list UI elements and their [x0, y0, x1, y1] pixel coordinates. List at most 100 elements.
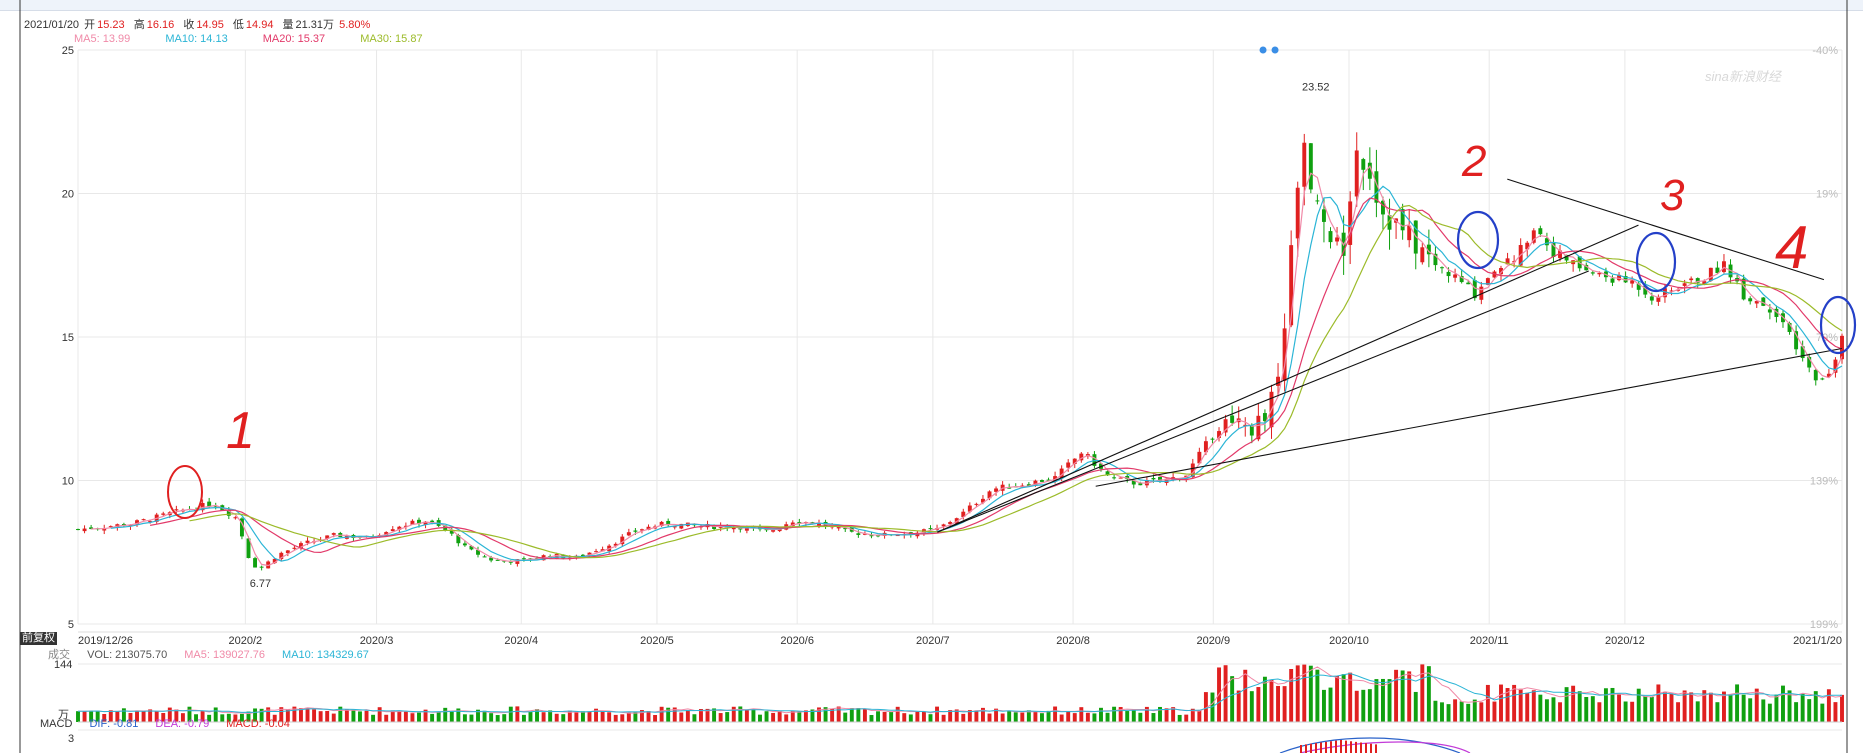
volume-bar: [1341, 674, 1346, 722]
volume-bar: [180, 713, 185, 722]
volume-bar: [1144, 706, 1149, 722]
candle-body: [1453, 274, 1458, 278]
date-value: 2021/01/20: [24, 19, 80, 31]
macd-bar: [1330, 741, 1332, 753]
candle-body: [600, 549, 605, 552]
candle-body: [1761, 297, 1766, 306]
candle-body: [967, 505, 972, 512]
volume-bar: [1302, 664, 1307, 722]
candle-body: [1826, 373, 1831, 377]
volume-bar: [1544, 699, 1549, 722]
candle-body: [1656, 297, 1661, 302]
volume-bar: [364, 710, 369, 722]
volume-bar: [928, 714, 933, 722]
candle-body: [836, 527, 841, 529]
candle-body: [174, 509, 179, 511]
candle-body: [1617, 274, 1622, 281]
candle-body: [1426, 244, 1431, 255]
ma-line-1: [110, 185, 1843, 562]
volume-bar: [659, 706, 664, 722]
candle-body: [1722, 261, 1726, 273]
volume-bar: [1610, 687, 1615, 722]
candle-body: [489, 557, 494, 561]
candle-body: [1295, 187, 1300, 239]
volume-bar: [633, 711, 638, 722]
x-tick-label: 2020/11: [1470, 635, 1509, 647]
candle-body: [941, 524, 946, 527]
candle-body: [1131, 480, 1136, 485]
volume-bar: [1151, 713, 1156, 722]
volume-bar: [331, 713, 336, 722]
ma-legend: MA5: 13.99 MA10: 14.13 MA20: 15.37 MA30:…: [74, 33, 455, 45]
volume-bar: [915, 711, 920, 722]
candle-body: [994, 488, 999, 492]
volume-bar: [246, 711, 251, 722]
volume-bar: [1059, 714, 1064, 722]
candle-body: [895, 535, 900, 537]
volume-bar: [1131, 709, 1136, 722]
y-tick-label: 25: [62, 45, 74, 57]
candle-body: [1203, 441, 1208, 453]
candle-body: [554, 553, 559, 559]
candle-body: [1590, 272, 1595, 274]
candle-body: [1840, 335, 1844, 360]
candle-body: [515, 559, 520, 564]
candle-body: [1774, 308, 1779, 317]
candle-body: [207, 501, 212, 507]
volume-bar: [1099, 707, 1103, 722]
candle-body: [1315, 200, 1320, 202]
volume-bar: [1722, 691, 1726, 722]
candle-body: [797, 522, 802, 524]
candle-body: [108, 526, 113, 528]
volume-bar: [1459, 701, 1464, 722]
macd-value: MACD: -0.04: [226, 718, 290, 730]
volume-bar: [1662, 692, 1667, 722]
volume-bar: [344, 709, 349, 722]
candle-body: [1669, 290, 1674, 292]
volume-bar: [685, 710, 690, 722]
volume-bar: [220, 714, 225, 722]
candle-body: [1243, 424, 1248, 426]
volume-bar: [476, 709, 480, 722]
trendline: [937, 224, 1639, 533]
volume-bar: [1479, 702, 1484, 722]
candle-body: [1118, 477, 1123, 479]
volume-bar: [777, 710, 782, 722]
volume-bar: [167, 707, 172, 722]
candle-body: [1197, 451, 1202, 464]
macd-bar: [1300, 745, 1302, 753]
volume-bar: [384, 714, 389, 722]
high-value: 16.16: [146, 19, 175, 31]
volume-bar: [1807, 699, 1812, 722]
adjustment-toggle[interactable]: 前复权: [20, 632, 57, 645]
volume-bar: [482, 710, 487, 722]
volume-bar: [1531, 690, 1536, 722]
candle-body: [298, 543, 303, 549]
macd-dea-line: [1299, 741, 1471, 753]
volume-unit-label: 万: [58, 709, 69, 721]
volume-bar: [908, 714, 913, 722]
volume-bar: [718, 713, 723, 722]
volume-bar: [1125, 711, 1130, 722]
volume-bar: [1525, 692, 1530, 722]
candle-body: [1636, 283, 1641, 290]
volume-bar: [108, 710, 113, 722]
trendline: [1507, 178, 1825, 281]
candle-body: [1702, 281, 1707, 285]
x-tick-label: 2020/5: [640, 635, 674, 647]
candle-body: [1158, 476, 1162, 481]
volume-bar: [692, 714, 697, 722]
volume-bar: [1013, 712, 1018, 722]
volume-bar: [1203, 692, 1208, 722]
volume-bar: [469, 714, 474, 722]
candle-body: [403, 525, 408, 527]
volume-bar: [1833, 702, 1838, 722]
volume-bar: [187, 706, 192, 722]
trendline: [1095, 347, 1843, 487]
candle-body: [1217, 431, 1221, 438]
volume-bar: [967, 710, 972, 722]
volume-bar: [954, 709, 959, 722]
candle-body: [928, 528, 933, 530]
volume-bar: [725, 712, 730, 722]
volume-bar: [515, 706, 520, 722]
